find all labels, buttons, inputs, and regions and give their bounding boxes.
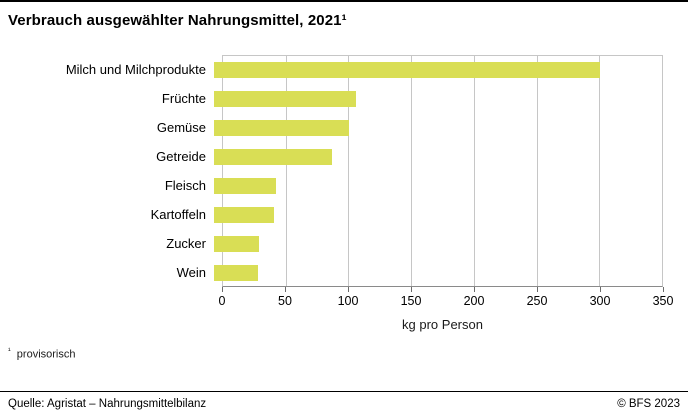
bar — [214, 235, 259, 252]
axis-tick — [285, 287, 286, 292]
category-label: Zucker — [166, 236, 206, 251]
bar-row: Fleisch — [0, 171, 663, 200]
bar-row: Milch und Milchprodukte — [0, 55, 663, 84]
bar — [214, 148, 333, 165]
bar-track — [214, 113, 663, 142]
footnote: ¹ provisorisch — [8, 346, 688, 361]
axis-tick-label: 300 — [589, 294, 611, 308]
bar-row: Getreide — [0, 142, 663, 171]
bar — [214, 61, 601, 78]
bar — [214, 119, 349, 136]
bar — [214, 206, 275, 223]
bar-row: Wein — [0, 258, 663, 287]
category-label: Getreide — [156, 149, 206, 164]
category-label: Milch und Milchprodukte — [65, 62, 206, 77]
axis-tick — [663, 287, 664, 292]
axis-tick-label: 200 — [463, 294, 485, 308]
axis-tick — [222, 287, 223, 292]
footnote-marker: ¹ — [8, 346, 11, 355]
footnote-text: provisorisch — [16, 348, 76, 361]
axis-tick — [537, 287, 538, 292]
bar-chart: Milch und Milchprodukte Früchte Gemüse Getr… — [0, 55, 673, 332]
bar — [214, 177, 276, 194]
chart-header: Verbrauch ausgewählter Nahrungsmittel, 2… — [0, 0, 688, 29]
bar-track — [214, 171, 663, 200]
axis-tick — [474, 287, 475, 292]
gridline — [599, 56, 601, 286]
axis-tick-label: 100 — [337, 294, 359, 308]
gridline — [473, 56, 475, 286]
bar-track — [214, 229, 663, 258]
x-axis: 0 50 100 150 200 250 300 350 — [218, 287, 673, 311]
axis-tick — [600, 287, 601, 292]
copyright-text: © BFS 2023 — [617, 398, 680, 410]
footer: Quelle: Agristat – Nahrungsmittelbilanz … — [0, 391, 688, 418]
bar-track — [214, 200, 663, 229]
bar-track — [214, 84, 663, 113]
axis-tick-label: 0 — [218, 294, 226, 308]
source-text: Quelle: Agristat – Nahrungsmittelbilanz — [8, 398, 207, 410]
bar-row: Zucker — [0, 229, 663, 258]
gridline — [348, 56, 350, 286]
axis-tick-label: 50 — [278, 294, 292, 308]
bar-track — [214, 55, 663, 84]
bar-row: Gemüse — [0, 113, 663, 142]
axis-tick — [411, 287, 412, 292]
axis-tick-label: 150 — [400, 294, 422, 308]
x-axis-label: kg pro Person — [402, 317, 483, 332]
bar-track — [214, 258, 663, 287]
category-label: Fleisch — [164, 178, 206, 193]
category-label: Kartoffeln — [150, 207, 206, 222]
bar-track — [214, 142, 663, 171]
bar-rows: Milch und Milchprodukte Früchte Gemüse Getr… — [0, 55, 663, 287]
bar-row: Früchte — [0, 84, 663, 113]
category-label: Gemüse — [156, 120, 206, 135]
bar — [214, 264, 258, 281]
gridline — [411, 56, 413, 286]
axis-tick-label: 350 — [652, 294, 674, 308]
plot-grid — [222, 55, 663, 287]
bar-row: Kartoffeln — [0, 200, 663, 229]
bar — [214, 90, 357, 107]
axis-tick — [348, 287, 349, 292]
axis-tick-label: 250 — [526, 294, 548, 308]
gridline — [285, 56, 287, 286]
chart-title: Verbrauch ausgewählter Nahrungsmittel, 2… — [8, 12, 347, 29]
gridline — [536, 56, 538, 286]
category-label: Früchte — [161, 91, 206, 106]
category-label: Wein — [176, 265, 206, 280]
